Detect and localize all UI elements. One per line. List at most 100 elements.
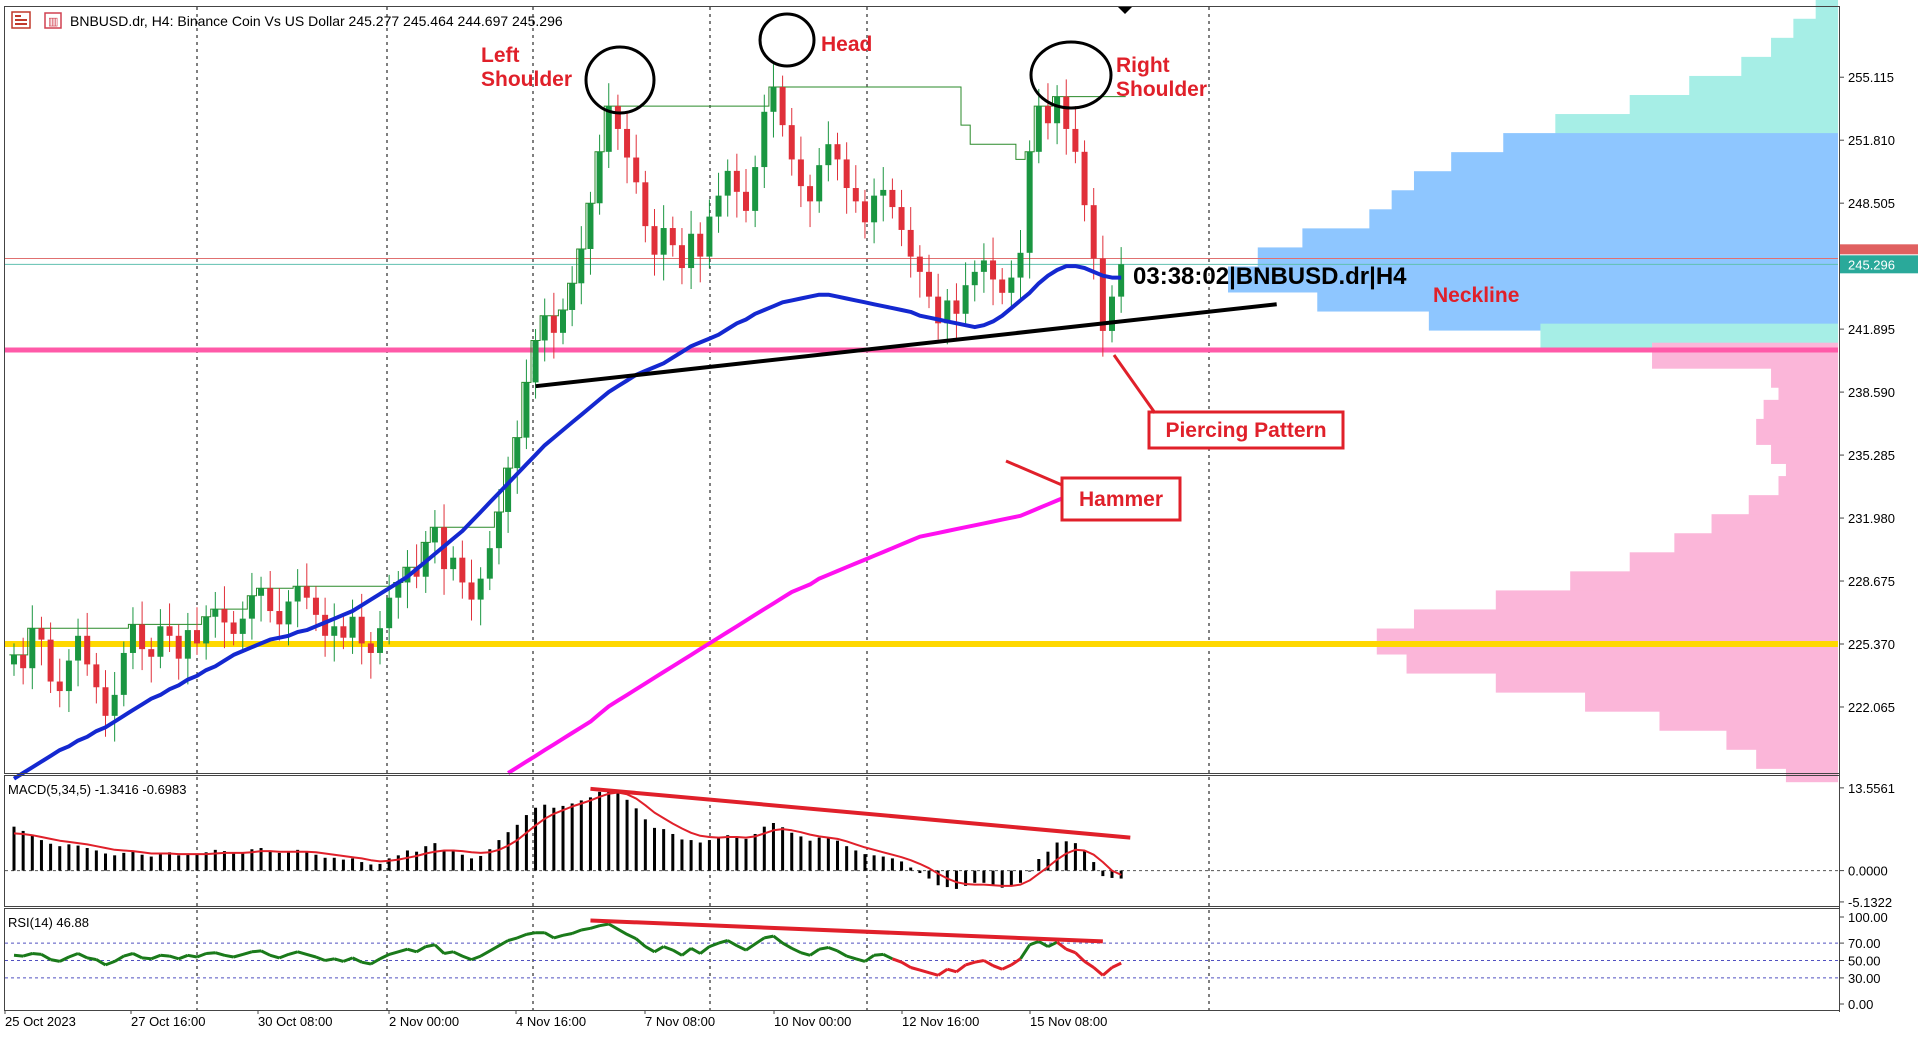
- macd-histogram-bar: [982, 870, 986, 883]
- candle-body: [486, 548, 493, 579]
- macd-histogram-bar: [753, 833, 757, 871]
- macd-histogram-bar: [49, 843, 53, 871]
- macd-tick-label: -5.1322: [1848, 895, 1892, 910]
- rsi-title: RSI(14) 46.88: [8, 915, 89, 930]
- shift-marker-icon[interactable]: [1117, 6, 1133, 14]
- candle-body: [203, 616, 210, 644]
- hammer-callout: Hammer: [1005, 459, 1182, 522]
- macd-histogram-bar: [1055, 842, 1059, 871]
- candle-body: [971, 271, 978, 286]
- candle-body: [322, 614, 329, 636]
- macd-histogram-bar: [854, 850, 858, 871]
- macd-histogram-bar: [39, 840, 43, 871]
- macd-histogram-bar: [332, 857, 336, 871]
- candle-body: [871, 195, 878, 223]
- macd-histogram-bar: [799, 836, 803, 871]
- macd-histogram-bar: [570, 803, 574, 871]
- rsi-tick-label: 100.00: [1848, 910, 1888, 925]
- pattern-circles: [584, 12, 1113, 115]
- macd-histogram-bar: [616, 793, 620, 871]
- candle-body: [29, 628, 36, 669]
- macd-histogram-bar: [405, 850, 409, 871]
- candle-body: [944, 300, 951, 324]
- candle-body: [651, 226, 658, 255]
- candle-body: [340, 626, 347, 638]
- macd-histogram-bar: [991, 870, 995, 886]
- macd-histogram-bar: [94, 850, 98, 871]
- macd-tick-label: 13.5561: [1848, 781, 1895, 796]
- time-tick-label: 30 Oct 08:00: [258, 1014, 332, 1029]
- candle-body: [505, 468, 512, 512]
- candle-body: [1090, 205, 1097, 259]
- candle-body: [889, 189, 896, 208]
- macd-histogram-bar: [378, 863, 382, 871]
- macd-histogram-bar: [85, 848, 89, 871]
- macd-histogram-bar: [232, 852, 236, 871]
- macd-histogram-bar: [1009, 870, 1013, 887]
- candle-body: [596, 151, 603, 204]
- macd-histogram-bar: [964, 870, 968, 886]
- macd-histogram-bar: [296, 849, 300, 871]
- macd-histogram-bar: [1028, 870, 1032, 872]
- candle-body: [980, 260, 987, 272]
- macd-histogram-bar: [360, 862, 364, 871]
- macd-histogram-bar: [341, 859, 345, 871]
- macd-histogram-bar: [131, 851, 135, 871]
- macd-histogram-bar: [579, 800, 583, 871]
- right-shoulder-circle: [1029, 40, 1113, 110]
- candle-body: [303, 586, 310, 598]
- macd-histogram-bar: [451, 849, 455, 871]
- price-tick-label: 241.895: [1848, 322, 1895, 337]
- candle-body: [733, 170, 740, 192]
- macd-histogram-bar: [826, 838, 830, 871]
- candle-body: [697, 233, 704, 257]
- macd-histogram-bar: [808, 840, 812, 871]
- macd-histogram-bar: [213, 849, 217, 871]
- macd-histogram-bar: [561, 805, 565, 871]
- candle-body: [166, 626, 173, 636]
- time-tick-label: 25 Oct 2023: [5, 1014, 76, 1029]
- macd-histogram-bar: [186, 853, 190, 871]
- head-circle: [758, 12, 816, 68]
- macd-histogram-bar: [1110, 870, 1114, 878]
- macd-histogram-bar: [323, 857, 327, 871]
- macd-histogram-bar: [707, 840, 711, 871]
- candle-body: [688, 233, 695, 269]
- macd-histogram-bar: [607, 789, 611, 871]
- candle-body: [11, 654, 17, 665]
- countdown-timer: 03:38:02|BNBUSD.dr|H4: [1133, 263, 1407, 290]
- candle-body: [962, 285, 969, 314]
- candle-body: [468, 582, 475, 600]
- candle-body: [184, 630, 191, 659]
- candle-body: [267, 588, 274, 612]
- price-channel-high: [9, 86, 1126, 656]
- candle-body: [56, 681, 63, 692]
- rsi-divergence-line: [590, 918, 1103, 944]
- macd-histogram-bar: [497, 840, 501, 871]
- macd-histogram-bar: [369, 864, 373, 871]
- chart-menu-icon[interactable]: [11, 11, 31, 29]
- time-tick-label: 10 Nov 00:00: [774, 1014, 851, 1029]
- candle-body: [706, 216, 713, 257]
- candle-body: [120, 652, 127, 695]
- candle-body: [550, 315, 557, 333]
- price-tick-label: 231.980: [1848, 511, 1895, 526]
- time-tick-label: 15 Nov 08:00: [1030, 1014, 1107, 1029]
- current-price-label: 245.296: [1848, 257, 1895, 272]
- macd-histogram-bar: [1064, 841, 1068, 871]
- macd-histogram-bar: [104, 853, 107, 871]
- candle-body: [1008, 277, 1015, 293]
- macd-tick-label: 0.0000: [1848, 864, 1888, 879]
- macd-histogram-bar: [58, 846, 62, 871]
- candle-body: [816, 165, 823, 202]
- candle-body: [294, 586, 301, 602]
- macd-histogram-bar: [67, 844, 71, 871]
- right-shoulder-label: Right Shoulder: [1116, 54, 1207, 101]
- macd-histogram-bar: [488, 849, 492, 871]
- macd-histogram-bar: [936, 870, 940, 886]
- candle-body: [935, 296, 942, 324]
- macd-histogram-bar: [881, 856, 885, 871]
- candle-body: [669, 228, 676, 246]
